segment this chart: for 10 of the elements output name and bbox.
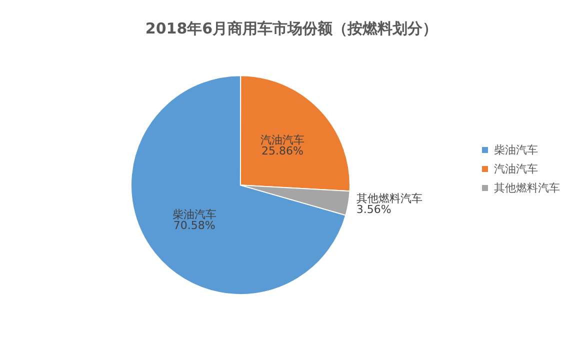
slice-label: 其他燃料汽车	[356, 192, 422, 205]
chart-title: 2018年6月商用车市场份额（按燃料划分）	[145, 20, 438, 38]
slice-label: 柴油汽车	[172, 208, 216, 221]
slice-label: 汽油汽车	[260, 133, 304, 146]
data-label: 70.58%	[173, 218, 216, 232]
legend-label: 汽油汽车	[494, 162, 538, 176]
legend-label: 柴油汽车	[494, 144, 538, 156]
legend-label: 其他燃料汽车	[494, 182, 560, 194]
data-label: 25.86%	[261, 144, 304, 158]
data-label: 3.56%	[356, 202, 392, 216]
